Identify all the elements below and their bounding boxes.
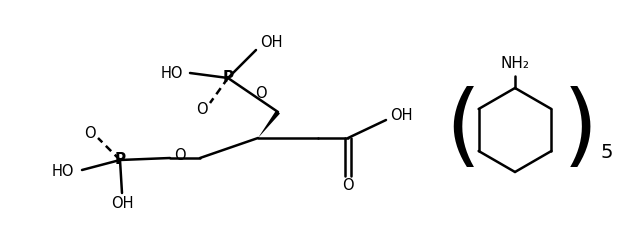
Text: NH₂: NH₂ bbox=[500, 57, 529, 71]
Text: O: O bbox=[255, 85, 267, 101]
Text: O: O bbox=[84, 125, 96, 141]
Text: 5: 5 bbox=[600, 143, 612, 162]
Text: ): ) bbox=[563, 86, 598, 174]
Text: HO: HO bbox=[52, 164, 74, 179]
Text: O: O bbox=[342, 179, 354, 193]
Text: O: O bbox=[174, 148, 186, 164]
Text: O: O bbox=[196, 103, 208, 118]
Text: P: P bbox=[115, 152, 125, 167]
Text: OH: OH bbox=[111, 197, 133, 211]
Text: P: P bbox=[223, 70, 234, 85]
Text: (: ( bbox=[445, 86, 481, 174]
Text: OH: OH bbox=[260, 36, 282, 50]
Text: OH: OH bbox=[390, 108, 412, 124]
Polygon shape bbox=[258, 110, 280, 138]
Text: HO: HO bbox=[161, 65, 183, 81]
